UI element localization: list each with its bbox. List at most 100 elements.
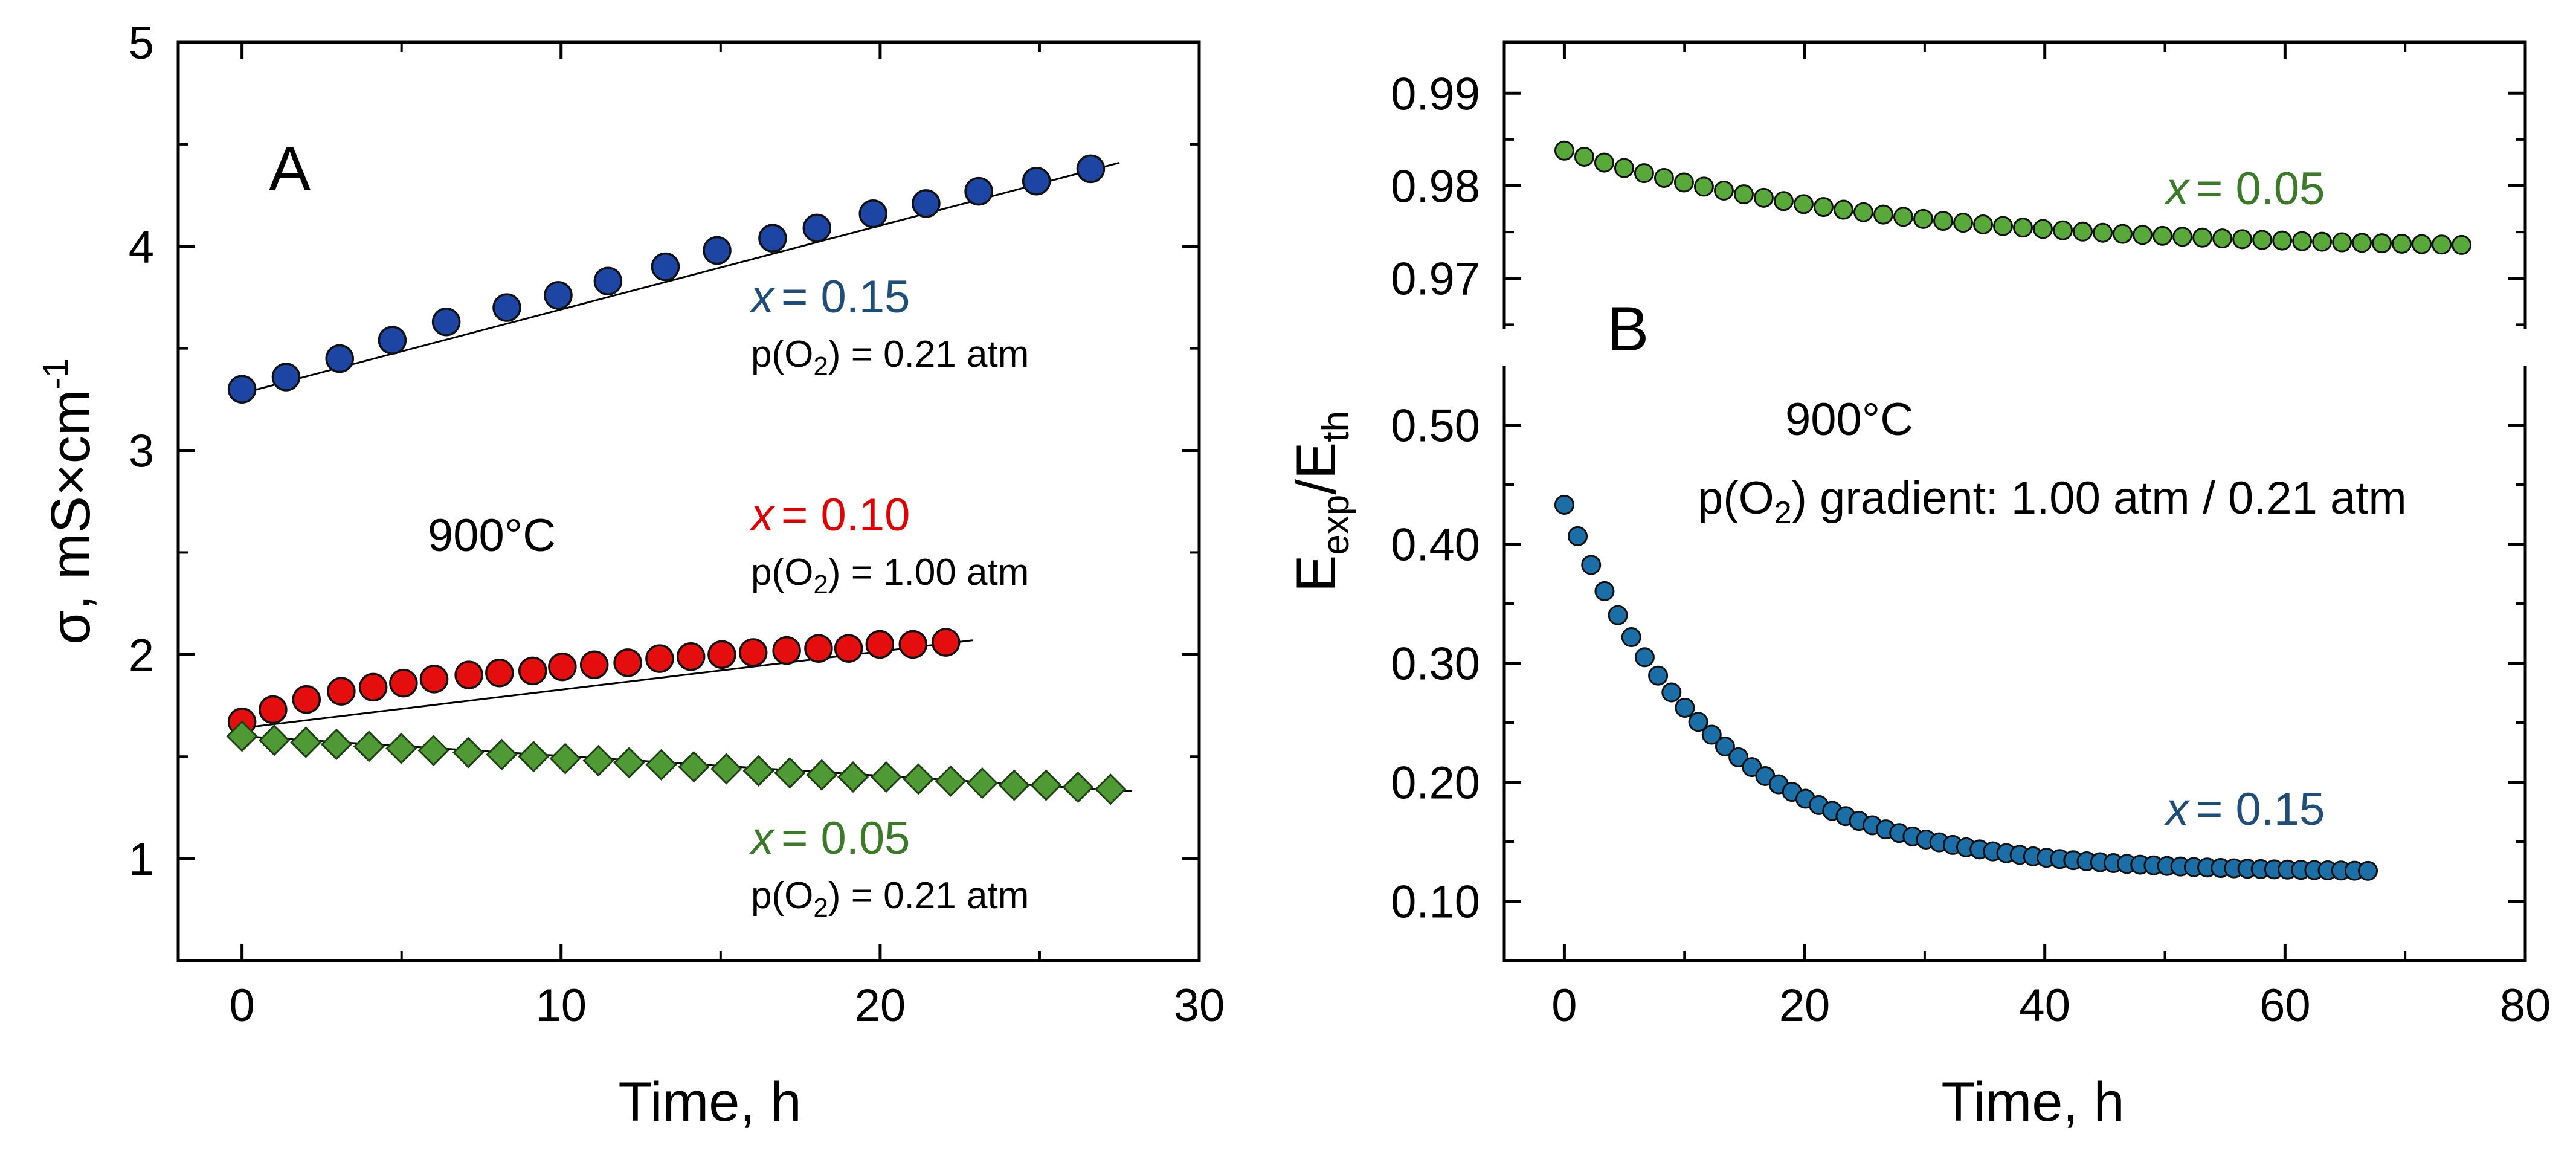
panel-b-point-s1 [1648,665,1669,686]
panel-a-point-s1 [419,665,449,694]
panel-a-point-s2 [903,763,935,795]
panel-b-point-s0 [2332,232,2352,253]
panel-b-point-s1 [1608,605,1628,625]
panel-a-point-s1 [358,672,388,702]
panel-a-point-s0 [651,252,680,282]
panel-a-condition-x010-pre: p(O [751,552,813,593]
panel-a-label-x015: x = 0.15 [749,271,910,323]
panel-b-top-frame [1502,40,2527,329]
panel-a-y-tick-label: 5 [129,18,154,69]
panel-b-point-s0 [1733,184,1754,205]
panel-b-point-s0 [1594,152,1614,173]
panel-a-condition-x005-pre: p(O [751,875,813,917]
panel-b-point-s0 [1973,214,1994,234]
panel-a-point-s2 [258,724,291,756]
panel-a-point-s1 [865,630,895,659]
panel-b-y-axis-title-sub1: exp [1315,495,1357,555]
panel-a-point-s0 [544,281,573,310]
panel-a-y-axis-title-main: σ, mS×cm [40,390,101,645]
panel-a-point-s0 [593,266,623,295]
panel-b-point-s0 [2073,221,2093,242]
panel-b-letter: B [1607,294,1649,364]
panel-b-bottom-y-tick-label: 0.50 [1391,401,1480,452]
panel-a-plot-frame [176,40,1201,962]
panel-a-x-tick-label: 20 [855,980,906,1031]
panel-b-label-x015: x = 0.15 [2163,784,2325,835]
panel-b-point-s1 [1594,581,1615,601]
panel-a-point-s2 [417,734,449,767]
panel-b-point-s1 [1568,526,1588,546]
panel-b-point-s1 [1728,747,1749,767]
panel-b-ticks: 0 20 40 60 80 0.97 0.98 0.99 0.10 0.20 0.30 0.40 0.5… [1391,42,2551,1031]
panel-b-point-s0 [2392,233,2412,254]
panel-a-point-s1 [454,660,483,689]
panel-a-condition-x015-sub: 2 [813,352,828,381]
panel-a-point-s0 [1076,154,1106,184]
panel-a-point-s1 [548,652,577,682]
panel-b-point-s1 [1554,494,1574,515]
panel-b-point-s0 [1953,213,1974,233]
panel-a-point-s1 [772,636,801,665]
panel-b-point-s0 [2192,227,2213,248]
panel-a-point-s0 [431,308,461,337]
panel-b-point-s0 [2013,218,2033,238]
panel-a-point-s0 [492,293,521,322]
panel-b-point-s0 [2133,225,2153,245]
panel-b-point-s0 [2212,228,2233,249]
panel-a-point-s2 [806,759,838,791]
panel-b-point-s0 [1773,191,1794,211]
panel-b-point-s1 [1634,647,1655,668]
panel-a-point-s1 [518,656,547,686]
panel-a-x-tick-label: 0 [229,980,254,1031]
panel-b-point-s0 [2153,225,2173,246]
panel-b-point-s0 [1933,211,1954,231]
panel-b-point-s0 [2033,219,2053,239]
panel-b-gradient: p(O2) gradient: 1.00 atm / 0.21 atm [1698,472,2407,530]
panel-a-point-s1 [327,677,356,706]
panel-b-point-s0 [1993,216,2014,236]
panel-b-point-s1 [1621,627,1641,648]
panel-a-point-s2 [1030,769,1062,801]
panel-b-y-axis-title-e1: E [1286,555,1347,592]
panel-b-y-axis-title: Eexp/Eth [1286,411,1357,592]
panel-a-point-s0 [858,199,888,228]
panel-a-point-s1 [738,638,768,667]
panel-a-point-s1 [613,648,642,677]
panel-b-point-s0 [2113,224,2133,244]
panel-b-x-tick-label: 80 [2500,980,2551,1031]
panel-b-gradient-sub: 2 [1774,495,1792,530]
panel-a-ticks: 0 10 20 30 1 2 3 4 5 [129,18,1225,1031]
panel-b-point-s0 [1574,147,1594,167]
panel-b-top-y-tick-label: 0.97 [1391,254,1480,305]
panel-b-point-s0 [1614,158,1634,178]
panel-a-point-s2 [549,743,581,775]
panel-a-x-tick-label: 30 [1174,980,1225,1031]
panel-a-point-s0 [703,236,732,265]
panel-a-label-x010-var: x [749,489,776,541]
panel-b-point-s1 [1675,697,1695,718]
panel-a-label-x005: x = 0.05 [749,813,910,864]
panel-b-data-points [1554,140,2472,881]
panel-b-temperature: 900°C [1785,394,1913,445]
panel-b-point-s0 [1813,197,1834,218]
panel-a-label-x005-var: x [749,813,776,864]
panel-b-x-axis-title: Time, h [1941,1071,2124,1133]
panel-a-point-s1 [579,650,609,679]
panel-a-point-s2 [966,767,998,799]
panel-a-point-s1 [389,668,418,698]
panel-b-top-y-tick-label: 0.99 [1391,68,1480,120]
panel-a-point-s2 [486,738,518,770]
panel-b-label-x015-value: = 0.15 [2196,784,2325,835]
panel-a-y-axis-title-sup: -1 [36,358,76,390]
panel-b-point-s0 [2412,234,2432,254]
panel-a-point-s2 [935,765,967,797]
panel-b-point-s0 [2452,234,2472,255]
panel-a-point-s2 [998,769,1030,801]
panel-a-point-s2 [645,749,677,781]
panel-b-point-s1 [1715,737,1735,757]
panel-b-point-s0 [1793,194,1814,214]
panel-a-point-s0 [1022,166,1051,196]
panel-b-point-s1 [1661,682,1682,703]
panel-a-point-s2 [774,757,806,789]
panel-a-point-s2 [353,730,385,762]
